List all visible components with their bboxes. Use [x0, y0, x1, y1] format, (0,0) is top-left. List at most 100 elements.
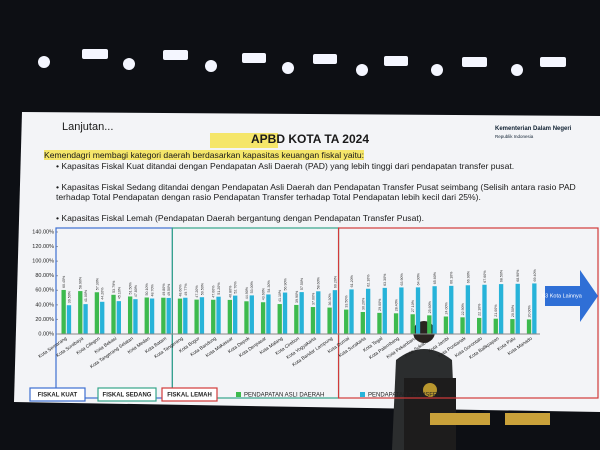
value-label: 37.00%: [311, 292, 315, 305]
ministry: Kementerian Dalam Negeri: [495, 126, 572, 132]
bar: [377, 312, 382, 334]
value-label: 30.20%: [361, 297, 365, 310]
intro: Kemendagri membagi kategori daerah berda…: [44, 150, 584, 160]
bar: [133, 299, 138, 334]
y-tick-label: 80.00%: [35, 273, 54, 279]
stage-lights: [38, 49, 566, 76]
bullet: • Kapasitas Fiskal Kuat ditandai dengan …: [56, 161, 515, 171]
value-label: 46.80%: [228, 285, 232, 298]
value-label: 48.60%: [178, 284, 182, 297]
x-tick-label: Kota Tangerang: [153, 336, 184, 360]
bar: [149, 298, 155, 334]
legend-label: PENDAPATAN TRANSFER: [368, 393, 442, 399]
value-label: 47.00%: [212, 285, 216, 298]
value-label: 39.50%: [67, 290, 71, 303]
value-label: 49.77%: [184, 283, 188, 296]
y-tick-label: 120.00%: [32, 244, 54, 250]
bar: [460, 317, 465, 334]
bar: [266, 294, 271, 334]
bar: [233, 295, 238, 334]
value-label: 50.10%: [145, 283, 149, 296]
bar: [365, 288, 371, 334]
country: Republik Indonesia: [495, 134, 534, 139]
value-label: 62.10%: [367, 274, 371, 287]
value-label: 22.10%: [478, 303, 482, 316]
bar: [216, 296, 221, 334]
value-label: 54.30%: [267, 279, 271, 292]
bar: [66, 305, 72, 334]
title-highlight: [210, 133, 278, 148]
value-label: 66.90%: [466, 270, 470, 283]
value-label: 49.80%: [162, 283, 166, 296]
value-label: 41.00%: [84, 289, 88, 302]
bullet: • Kapasitas Fiskal Sedang ditandai denga…: [56, 182, 576, 202]
value-label: 24.00%: [444, 302, 448, 315]
value-label: 66.10%: [450, 271, 454, 284]
x-tick-label: Kota Balikpapan: [468, 336, 500, 361]
value-label: 28.40%: [395, 298, 399, 311]
legend-swatch: [360, 392, 365, 397]
bar: [249, 295, 254, 334]
legend-swatch: [236, 392, 241, 397]
bar: [432, 286, 437, 334]
value-label: 69.40%: [533, 268, 537, 281]
y-tick-label: 100.00%: [32, 259, 54, 265]
value-label: 33.50%: [345, 295, 349, 308]
value-label: 20.00%: [527, 304, 531, 317]
value-label: 21.00%: [494, 304, 498, 317]
bar: [532, 283, 537, 334]
arrow: [545, 270, 598, 322]
value-label: 63.30%: [383, 273, 387, 286]
intro-text: Kemendagri membagi kategori daerah berda…: [44, 150, 365, 160]
value-label: 48.70%: [151, 284, 155, 297]
bar: [399, 287, 404, 334]
value-label: 56.90%: [283, 278, 287, 291]
value-label: 20.50%: [511, 304, 515, 317]
bar: [310, 307, 316, 334]
value-label: 50.50%: [200, 282, 204, 295]
bar: [493, 318, 498, 334]
value-label: 45.10%: [117, 286, 121, 299]
x-tick-label: Kota Makassar: [205, 336, 235, 359]
group-frame: [337, 227, 599, 399]
bullet: • Kapasitas Fiskal Lemah (Pendapatan Dae…: [56, 213, 425, 223]
bar: [316, 291, 321, 334]
bar: [482, 284, 487, 334]
bar: [510, 319, 515, 334]
value-label: 51.20%: [217, 282, 221, 295]
bar: [166, 297, 171, 334]
bar: [127, 296, 133, 334]
x-tick-label: Kota Pekanbaru: [386, 336, 418, 361]
y-tick-label: 20.00%: [35, 317, 54, 323]
value-label: 57.30%: [95, 277, 99, 290]
bar: [183, 297, 188, 334]
bar: [83, 304, 88, 334]
x-tick-label: Kota Semarang: [37, 336, 68, 360]
bar: [515, 283, 520, 334]
bar: [349, 289, 354, 334]
x-tick-label: Kota Denpasar: [238, 336, 268, 360]
value-label: 43.60%: [262, 287, 266, 300]
bar: [244, 301, 249, 334]
x-tick-label: Kota Surabaya: [55, 336, 85, 359]
slide-heading: Lanjutan...: [62, 121, 114, 133]
bar: [465, 285, 471, 334]
value-label: 25.60%: [428, 300, 432, 313]
value-label: 36.30%: [328, 293, 332, 306]
value-label: 67.60%: [483, 270, 487, 283]
bar: [116, 301, 121, 334]
bar: [194, 299, 199, 334]
value-label: 47.80%: [134, 284, 138, 297]
stage-panel: [430, 413, 490, 425]
value-label: 53.79%: [112, 280, 116, 293]
value-label: 52.70%: [234, 281, 238, 294]
value-label: 53.00%: [250, 280, 254, 293]
value-label: 57.50%: [300, 277, 304, 290]
bar: [415, 287, 421, 334]
bar: [327, 307, 332, 334]
y-tick-label: 0.00%: [38, 331, 54, 337]
bar: [78, 291, 83, 334]
value-label: 49.50%: [167, 283, 171, 296]
